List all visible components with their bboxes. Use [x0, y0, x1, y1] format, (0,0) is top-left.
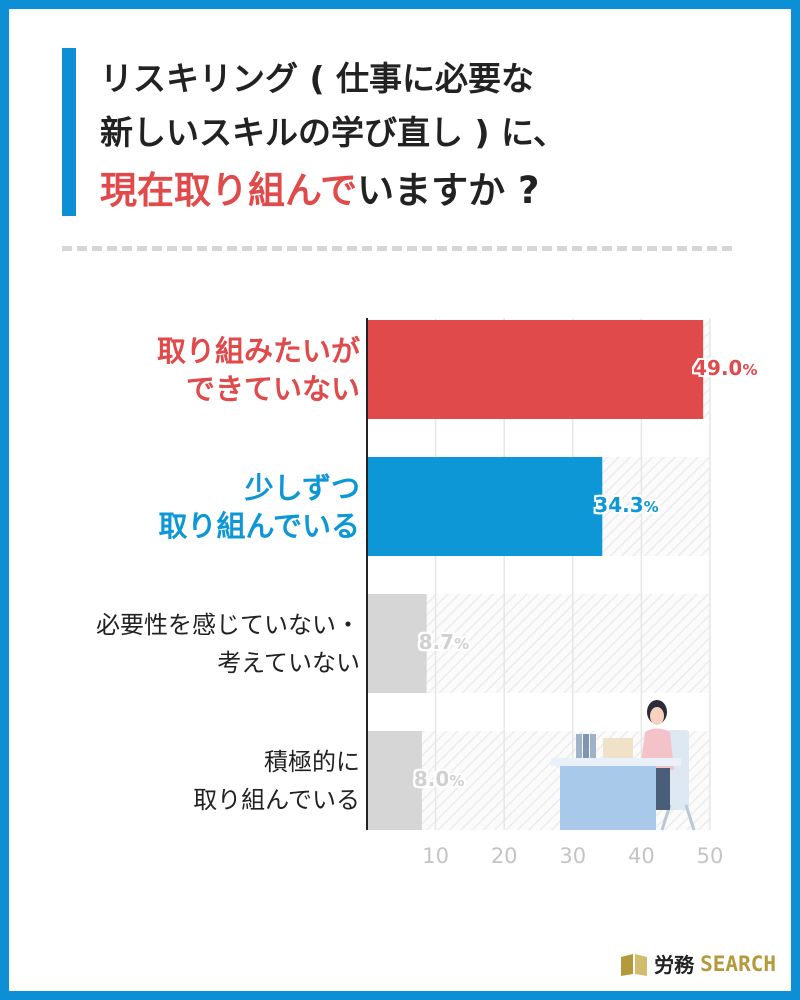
category-label-line: 取り組んでいる	[193, 785, 360, 814]
value-label: 49.0%	[693, 356, 757, 380]
value-number: 8.0	[413, 766, 450, 791]
logo: 労務 SEARCH	[620, 949, 776, 978]
value-label: 8.7%	[419, 630, 469, 654]
value-number: 49.0	[693, 355, 743, 380]
title-line-1: リスキリング ( 仕事に必要な	[100, 59, 535, 98]
value-unit: %	[742, 360, 758, 379]
value-label: 8.0%	[414, 767, 464, 791]
bar-remainder	[426, 594, 710, 693]
category-label-line: 積極的に	[264, 747, 360, 776]
value-number: 8.7	[418, 629, 455, 654]
book-logo-icon	[621, 953, 648, 976]
category-label-line: できていない	[185, 371, 360, 406]
category-label: 取り組みたいが できていない	[157, 332, 360, 408]
desk-cabinet	[560, 766, 656, 830]
logo-text-en: SEARCH	[700, 951, 776, 976]
bar-remainder	[703, 320, 710, 419]
category-label-line: 取り組みたいが	[156, 333, 360, 368]
x-tick-label: 30	[559, 844, 587, 868]
logo-text-jp: 労務	[654, 953, 695, 977]
title-highlight: 現在取り組んで	[100, 169, 358, 212]
title-line-2: 新しいスキルの学び直し ) に、	[100, 113, 567, 152]
category-label-line: 考えていない	[217, 648, 360, 677]
x-tick-label: 20	[490, 844, 518, 868]
title-rest: いますか ?	[357, 169, 540, 212]
category-label: 少しずつ 取り組んでいる	[158, 469, 360, 545]
x-tick-label: 40	[628, 844, 655, 868]
office-worker-illustration	[551, 700, 696, 831]
title-accent-bar	[62, 48, 76, 216]
category-label-line: 必要性を感じていない・	[96, 610, 360, 639]
desk-top	[551, 758, 681, 766]
chair-back	[667, 730, 689, 810]
title-divider	[62, 246, 732, 251]
bar	[367, 731, 422, 830]
bar	[367, 320, 704, 419]
face	[650, 707, 664, 725]
chair-leg	[684, 804, 696, 831]
value-unit: %	[454, 634, 470, 653]
x-tick-label: 10	[422, 844, 449, 868]
value-label: 34.3%	[594, 493, 658, 517]
value-number: 34.3	[594, 492, 644, 517]
category-label: 積極的に取り組んでいる	[193, 743, 360, 819]
bar	[367, 457, 603, 556]
bar-remainder	[602, 457, 710, 556]
legs	[654, 768, 670, 810]
value-unit: %	[449, 771, 465, 790]
x-tick-label: 50	[696, 844, 724, 868]
value-unit: %	[643, 497, 659, 516]
binder	[576, 734, 582, 758]
binder	[583, 734, 589, 758]
binder	[590, 734, 596, 758]
bar	[367, 594, 427, 693]
title-line-3: 現在取り組んでいますか ?	[100, 160, 540, 214]
category-label-line: 少しずつ	[244, 470, 360, 505]
laptop	[603, 738, 633, 758]
category-label: 必要性を感じていない・考えていない	[96, 606, 360, 682]
category-label-line: 取り組んでいる	[158, 508, 360, 543]
